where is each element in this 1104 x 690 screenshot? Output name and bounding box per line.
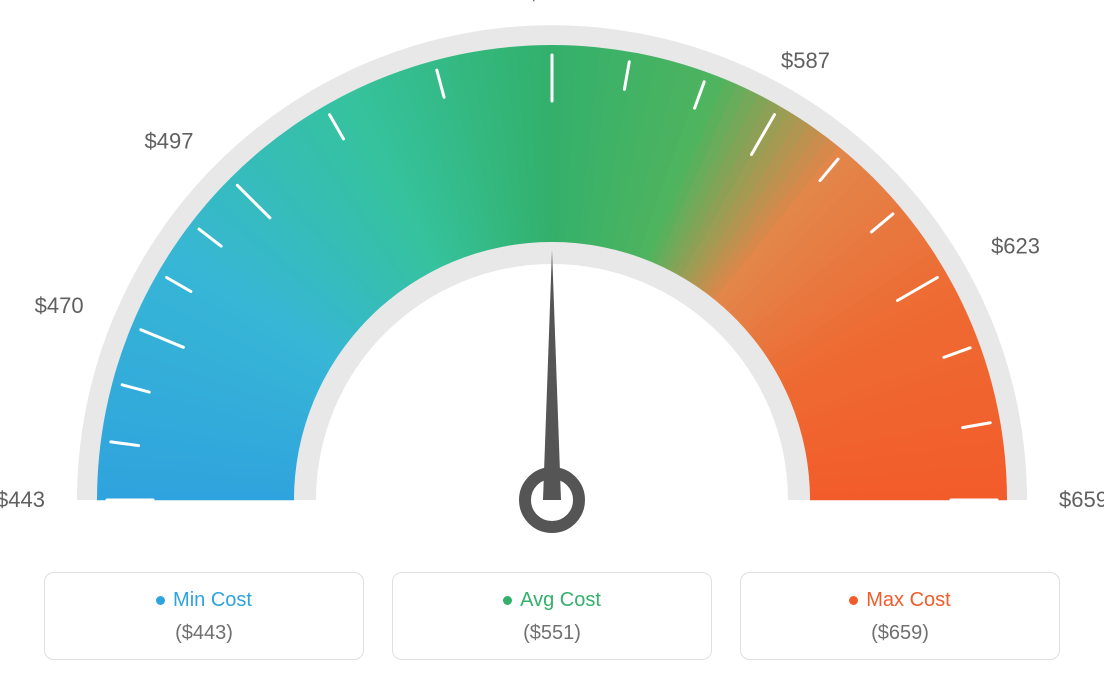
cost-gauge: $443 $470 $497 $551 $587 $623 $659	[0, 0, 1104, 560]
legend-avg-title: Avg Cost	[503, 589, 601, 612]
legend-min-label: Min Cost	[173, 589, 252, 612]
tick-label: $623	[991, 234, 1040, 259]
legend: Min Cost ($443) Avg Cost ($551) Max Cost…	[0, 572, 1104, 660]
gauge-svg: $443 $470 $497 $551 $587 $623 $659	[0, 0, 1104, 560]
legend-avg-value: ($551)	[403, 622, 701, 645]
legend-min: Min Cost ($443)	[44, 572, 364, 660]
tick-label: $497	[145, 128, 194, 153]
legend-max-value: ($659)	[751, 622, 1049, 645]
legend-max: Max Cost ($659)	[740, 572, 1060, 660]
tick-label: $551	[528, 0, 577, 5]
tick-label: $587	[781, 48, 830, 73]
dot-icon	[503, 596, 512, 605]
legend-avg-label: Avg Cost	[520, 589, 601, 612]
legend-avg: Avg Cost ($551)	[392, 572, 712, 660]
legend-max-label: Max Cost	[866, 589, 950, 612]
dot-icon	[156, 596, 165, 605]
gauge-needle	[543, 250, 561, 500]
dot-icon	[849, 596, 858, 605]
tick-label: $470	[35, 293, 84, 318]
legend-max-title: Max Cost	[849, 589, 950, 612]
legend-min-value: ($443)	[55, 622, 353, 645]
tick-label: $443	[0, 487, 45, 512]
legend-min-title: Min Cost	[156, 589, 252, 612]
tick-label: $659	[1059, 487, 1104, 512]
